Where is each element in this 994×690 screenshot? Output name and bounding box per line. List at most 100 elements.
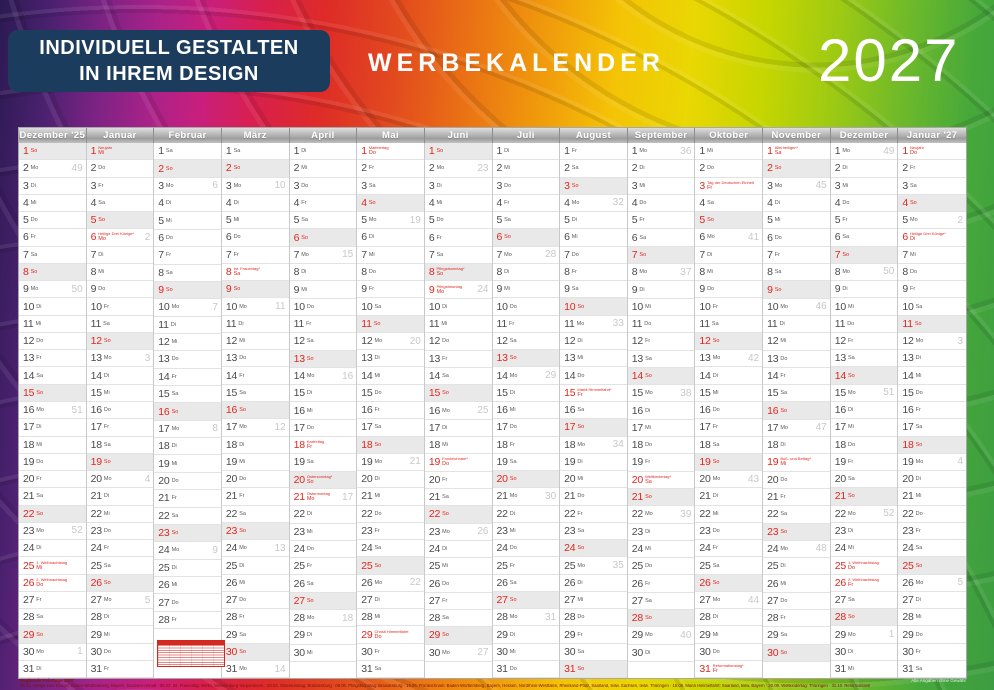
- day-detail: So: [307, 598, 314, 604]
- day-cell: 3 Mi: [830, 178, 898, 195]
- day-detail: Mo: [36, 649, 44, 655]
- day-detail: Mo: [307, 615, 315, 621]
- day-detail: Sa: [442, 615, 449, 621]
- week-number: 11: [275, 301, 286, 313]
- day-cell: 16 Do: [695, 402, 763, 420]
- day-detail: Di: [374, 476, 379, 482]
- day-detail: Do: [442, 338, 449, 344]
- weekday-label: So: [442, 632, 449, 639]
- day-number: 23: [428, 525, 441, 538]
- day-number: 31: [902, 663, 914, 676]
- day-detail: So: [36, 632, 43, 638]
- day-detail: Mi: [31, 200, 37, 206]
- day-number: 15: [23, 386, 35, 399]
- day-number: 16: [90, 404, 102, 417]
- day-cell: 20 Sa: [830, 471, 898, 489]
- day-cell: 22 So: [424, 506, 492, 524]
- weekday-label: Mo: [780, 303, 788, 310]
- month-header: April: [289, 128, 358, 143]
- day-detail: So: [775, 287, 782, 293]
- day-number: 26: [225, 576, 238, 589]
- weekday-label: Di: [103, 614, 110, 621]
- day-cell: 15 Sa: [763, 385, 830, 403]
- day-cell: 11 Do: [830, 316, 898, 333]
- day-detail: Di: [98, 252, 103, 258]
- day-detail: Sa: [504, 217, 511, 223]
- week-number: 37: [680, 266, 692, 278]
- day-detail: Do: [780, 356, 787, 362]
- day-cell: 26 Sa: [492, 575, 560, 592]
- holiday-label: 1. Weihnachtstag: [36, 560, 68, 565]
- day-number: 29: [631, 629, 644, 642]
- day-number: 12: [90, 335, 102, 348]
- day-number: 9: [564, 283, 570, 296]
- weekday-label: Mi: [915, 614, 922, 621]
- day-detail: Mo: [239, 424, 247, 430]
- day-number: 12: [564, 335, 576, 348]
- day-detail: Di: [301, 148, 306, 154]
- day-detail: Fr: [848, 338, 853, 344]
- weekday-label: So: [504, 234, 511, 241]
- day-number: 10: [496, 300, 508, 313]
- day-number: 13: [293, 352, 305, 365]
- day-number: 1: [428, 145, 435, 158]
- day-detail: So: [31, 148, 38, 154]
- day-number: 19: [225, 455, 238, 468]
- day-cell: 31 Fr: [86, 661, 154, 679]
- day-cell: 6 Fr: [19, 229, 86, 247]
- weekday-label: Fr: [780, 494, 786, 501]
- day-detail: Do: [639, 200, 646, 206]
- day-number: 3: [834, 179, 841, 192]
- day-cell: 9 So: [763, 281, 830, 299]
- weekday-label: Fr: [571, 268, 577, 275]
- day-number: 11: [361, 317, 372, 330]
- weekday-label: Fr: [171, 373, 177, 380]
- day-detail: Sa: [307, 581, 314, 587]
- day-detail: Di: [504, 148, 509, 154]
- day-cell: 10 Di: [19, 298, 86, 316]
- day-detail: Sa: [572, 286, 579, 292]
- day-detail: Di: [104, 614, 109, 620]
- day-number: 28: [90, 611, 102, 624]
- day-cell: 7 Sa: [424, 247, 492, 265]
- day-detail: So: [916, 442, 923, 448]
- day-cell: 12 Mo 3: [898, 333, 966, 351]
- weekday-label: Mi: [707, 148, 713, 155]
- day-detail: Tag der Deutschen Einheit Fr: [707, 181, 754, 191]
- month-header: Mai: [357, 128, 425, 143]
- day-number: 19: [361, 455, 373, 468]
- weekday-label: Mo: [780, 424, 788, 431]
- weekday-label: Di: [707, 251, 713, 258]
- day-cell: 5 Sa: [492, 212, 560, 230]
- week-number: 41: [747, 231, 760, 243]
- day-detail: Mi: [577, 355, 583, 361]
- day-number: 11: [158, 318, 169, 331]
- day-number: 17: [631, 421, 644, 434]
- day-detail: Sa: [374, 304, 381, 310]
- day-number: 30: [23, 645, 35, 658]
- day-number: 20: [90, 473, 102, 486]
- day-detail: So: [234, 165, 241, 171]
- day-detail: Mo: [436, 165, 444, 171]
- day-cell: 2 So: [221, 160, 289, 178]
- day-detail: Mi: [436, 200, 442, 206]
- day-cell: 26 So: [86, 574, 154, 592]
- day-number: 1: [361, 145, 367, 158]
- day-detail: So: [713, 580, 720, 586]
- day-cell: 13 Mi: [560, 350, 627, 368]
- day-detail: So: [916, 563, 923, 569]
- day-detail: Mo: [166, 183, 174, 189]
- weekday-label: Do: [847, 441, 856, 448]
- day-cell: 30 Do: [86, 644, 154, 661]
- weekday-label: Mo: [639, 269, 648, 276]
- day-number: 29: [23, 628, 35, 641]
- day-cell: 31 Di: [19, 661, 86, 679]
- day-detail: So: [510, 597, 517, 603]
- holiday-label: Maifeiertag: [368, 146, 389, 151]
- day-cell: 25 Mo 35: [560, 557, 627, 575]
- day-cell: 10 Sa: [898, 298, 966, 316]
- month-column: Juli 1 Di 2 Mi 3 Do 4 Fr 5 Sa 6 So 7 Mo 28 8 Di 9 Mi 10 Do 11 F…: [492, 128, 561, 679]
- day-cell: 30 Di: [830, 644, 898, 661]
- day-cell: 27 Fr: [19, 592, 86, 610]
- day-number: 14: [631, 370, 644, 382]
